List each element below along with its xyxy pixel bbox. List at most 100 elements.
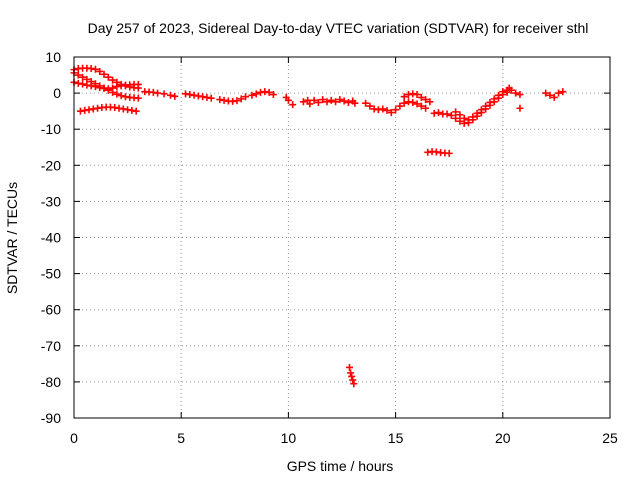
data-point <box>349 376 357 384</box>
data-point <box>132 107 140 115</box>
y-tick-label: -10 <box>41 121 61 137</box>
data-point <box>269 91 277 99</box>
data-point <box>91 65 99 73</box>
data-point <box>409 98 417 106</box>
data-point <box>314 98 322 106</box>
data-point <box>555 89 563 97</box>
data-point <box>332 98 340 106</box>
y-tick-label: -80 <box>41 374 61 390</box>
data-point <box>559 88 567 96</box>
y-tick-label: -50 <box>41 266 61 282</box>
data-point <box>109 76 117 84</box>
data-point <box>289 101 297 109</box>
grid <box>74 57 610 418</box>
data-point <box>96 67 104 75</box>
data-point <box>495 91 503 99</box>
data-point <box>351 99 359 107</box>
y-axis-label: SDTVAR / TECUs <box>4 182 20 294</box>
data-point <box>507 86 515 94</box>
data-point <box>456 111 464 119</box>
y-tick-label: -60 <box>41 302 61 318</box>
data-point <box>79 80 87 88</box>
x-tick-label: 0 <box>70 430 78 446</box>
data-points <box>70 64 567 388</box>
data-point <box>413 100 421 108</box>
data-point <box>160 90 168 98</box>
y-tick-label: 10 <box>45 49 61 65</box>
data-point <box>109 84 117 92</box>
data-point <box>473 109 481 117</box>
y-tick-label: -40 <box>41 230 61 246</box>
data-point <box>207 94 215 102</box>
data-point <box>248 91 256 99</box>
data-point <box>482 102 490 110</box>
y-tick-label: -20 <box>41 157 61 173</box>
data-point <box>542 89 550 97</box>
data-point <box>469 113 477 121</box>
data-point <box>452 108 460 116</box>
y-tick-label: -30 <box>41 193 61 209</box>
data-point <box>344 98 352 106</box>
data-point <box>74 71 82 79</box>
x-axis-ticks: 0 5 10 15 20 25 <box>70 57 618 446</box>
chart-title: Day 257 of 2023, Sidereal Day-to-day VTE… <box>88 20 589 36</box>
data-point <box>456 117 464 125</box>
x-tick-label: 10 <box>281 430 297 446</box>
data-point <box>242 93 250 101</box>
data-point <box>516 104 524 112</box>
data-point <box>396 102 404 110</box>
y-tick-label: 0 <box>53 85 61 101</box>
data-point <box>460 114 468 122</box>
data-point <box>237 95 245 103</box>
data-point <box>252 90 260 98</box>
data-point <box>327 96 335 104</box>
data-point <box>117 92 125 100</box>
x-tick-label: 20 <box>495 430 511 446</box>
data-point <box>546 91 554 99</box>
data-point <box>400 99 408 107</box>
plot-frame <box>73 56 611 419</box>
data-point <box>265 88 273 96</box>
data-point <box>104 73 112 81</box>
data-point <box>134 80 142 88</box>
data-point <box>464 116 472 124</box>
data-point <box>91 83 99 91</box>
data-point <box>350 380 358 388</box>
data-point <box>336 96 344 104</box>
data-point <box>346 363 354 371</box>
data-point <box>362 99 370 107</box>
data-point <box>323 98 331 106</box>
x-tick-label: 5 <box>177 430 185 446</box>
data-point <box>490 95 498 103</box>
data-point <box>447 111 455 119</box>
data-point <box>499 88 507 96</box>
y-tick-label: -90 <box>41 410 61 426</box>
data-point <box>477 106 485 114</box>
data-point <box>79 73 87 81</box>
data-point <box>422 96 430 104</box>
data-point <box>154 89 162 97</box>
data-point <box>134 94 142 102</box>
x-tick-label: 25 <box>602 430 618 446</box>
data-point <box>413 91 421 99</box>
data-point <box>304 96 312 104</box>
y-axis-ticks: 10 0 -10 -20 -30 -40 -50 -60 -70 -80 -90 <box>41 49 610 426</box>
data-point <box>452 114 460 122</box>
data-point <box>284 96 292 104</box>
data-point <box>340 97 348 105</box>
data-point <box>426 98 434 106</box>
data-point <box>348 372 356 380</box>
data-point <box>299 98 307 106</box>
x-axis-label: GPS time / hours <box>287 458 394 474</box>
data-point <box>516 91 524 99</box>
data-point <box>443 110 451 118</box>
data-point <box>113 90 121 98</box>
data-point <box>166 91 174 99</box>
data-point <box>310 96 318 104</box>
data-point <box>387 109 395 117</box>
data-point <box>392 106 400 114</box>
data-point <box>434 109 442 117</box>
data-point <box>306 100 314 108</box>
data-point <box>417 102 425 110</box>
